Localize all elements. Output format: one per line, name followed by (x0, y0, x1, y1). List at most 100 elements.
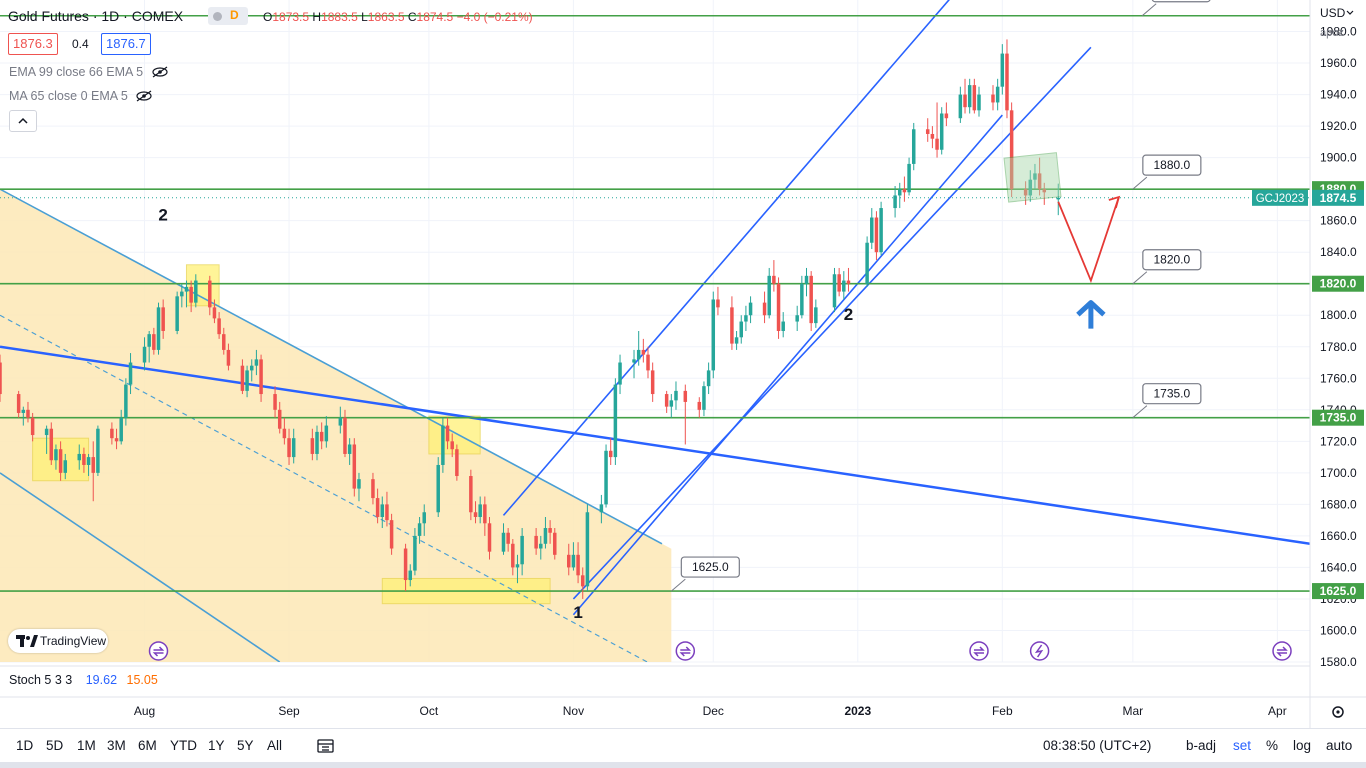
projection-zigzag[interactable] (1057, 196, 1120, 284)
callout-leader (1132, 271, 1148, 285)
candle (977, 86, 981, 117)
time-scale[interactable]: Aug Sep Oct Nov Dec 2023 Feb Mar Apr (134, 704, 1287, 718)
scale-option-log[interactable]: log (1293, 738, 1312, 753)
candle (194, 274, 198, 308)
tradingview-logo-icon (16, 635, 38, 647)
range-button-1y[interactable]: 1Y (208, 738, 225, 753)
descending-channel-lower-line[interactable] (0, 472, 281, 662)
annotations: 2 1 2 (158, 152, 1121, 622)
scale-option-b-adj[interactable]: b-adj (1186, 738, 1217, 753)
candle-body (716, 299, 720, 308)
candle-body (939, 113, 944, 150)
event-marker[interactable] (148, 641, 169, 661)
candle (748, 296, 753, 324)
candle (618, 354, 622, 395)
candle-body (571, 554, 576, 568)
scale-option-set[interactable]: set (1233, 738, 1252, 753)
indicator-ma-label: MA 65 close 0 EMA 5 (9, 89, 128, 103)
up-arrow-icon (1076, 300, 1106, 317)
collapse-legend-button[interactable] (9, 110, 37, 132)
level-callout[interactable]: 2000.0 (1141, 0, 1211, 17)
range-button-6m[interactable]: 6M (138, 738, 157, 753)
clock-timezone[interactable]: 08:38:50 (UTC+2) (1043, 738, 1152, 753)
candle-body (152, 334, 156, 350)
callout-text: 1625.0 (692, 560, 729, 574)
range-button-all[interactable]: All (267, 738, 283, 753)
candle (82, 447, 86, 473)
symbol-title[interactable]: Gold Futures · 1D · COMEX (8, 8, 184, 24)
ascending-channel-lower-line[interactable] (572, 114, 1003, 616)
buy-price-button[interactable]: 1876.7 (101, 33, 151, 55)
event-marker[interactable] (1029, 641, 1050, 661)
candle (487, 516, 492, 560)
gear-icon[interactable] (1332, 706, 1344, 718)
price-tick-label: 1760.0 (1320, 371, 1357, 385)
calendar-range-icon[interactable] (316, 738, 336, 754)
currency-label[interactable]: USD (1320, 6, 1346, 20)
long-trendline[interactable] (0, 345, 1310, 546)
scale-option-percent[interactable]: % (1266, 738, 1279, 753)
indicator-ema[interactable]: EMA 99 close 66 EMA 5 (9, 65, 169, 79)
price-scale[interactable]: 1580.01600.01620.01640.01660.01680.01700… (1252, 6, 1364, 669)
indicator-ma[interactable]: MA 65 close 0 EMA 5 (9, 89, 153, 103)
sell-price-button[interactable]: 1876.3 (8, 33, 58, 55)
tradingview-logo[interactable]: TradingView (8, 629, 108, 653)
candle-body (506, 532, 510, 544)
time-tick-label: Nov (563, 704, 584, 718)
candle-body (371, 479, 375, 499)
chevron-down-icon[interactable] (1346, 10, 1354, 15)
candle-body (776, 283, 781, 331)
dividend-arrow-icon[interactable] (675, 641, 696, 661)
event-marker[interactable] (675, 641, 696, 661)
level-callout[interactable]: 1880.0 (1132, 154, 1202, 190)
candle (222, 327, 226, 355)
dividend-arrow-icon[interactable] (1272, 641, 1292, 661)
range-button-1d[interactable]: 1D (16, 738, 34, 753)
eye-off-icon[interactable] (151, 66, 169, 78)
event-markers[interactable] (148, 641, 1292, 661)
candle-body (772, 275, 776, 284)
candle (483, 496, 487, 536)
candle-body (119, 417, 123, 442)
eye-off-icon[interactable] (135, 90, 153, 102)
candle (208, 275, 212, 316)
event-marker[interactable] (969, 641, 989, 661)
scale-option-auto[interactable]: auto (1326, 738, 1353, 753)
range-button-1m[interactable]: 1M (77, 738, 96, 753)
settings-icon-group[interactable] (1332, 706, 1344, 718)
consolidation-box[interactable] (1003, 152, 1062, 203)
stochastic-legend[interactable]: Stoch 5 3 3 19.62 15.05 (9, 673, 158, 687)
candle-body (128, 362, 133, 385)
descending-channel-mid-line[interactable] (0, 314, 662, 670)
range-button-5d[interactable]: 5D (46, 738, 64, 753)
price-tick-label: 1900.0 (1320, 151, 1357, 165)
candle (520, 528, 524, 576)
level-callout[interactable]: 1735.0 (1132, 383, 1202, 419)
candle (310, 428, 315, 461)
candle-body (515, 564, 520, 568)
range-button-5y[interactable]: 5Y (237, 738, 254, 753)
candle (697, 397, 702, 418)
candle-body (254, 359, 259, 366)
candlestick-series (0, 39, 1061, 599)
candle (445, 417, 450, 450)
dividend-arrow-icon[interactable] (969, 641, 989, 661)
level-callout[interactable]: 1820.0 (1132, 249, 1202, 285)
range-button-3m[interactable]: 3M (107, 738, 126, 753)
candle (580, 567, 585, 599)
descending-channel-upper-line[interactable] (0, 188, 663, 545)
ascending-channel-inner-line[interactable] (572, 46, 1092, 600)
candle (963, 78, 967, 114)
candle-body (814, 307, 818, 324)
ascending-channel-upper-line[interactable] (502, 0, 955, 516)
candle (422, 504, 426, 536)
candle (180, 283, 184, 308)
level-callout[interactable]: 1625.0 (670, 556, 740, 592)
candle-body (324, 425, 329, 442)
price-tick-label: 1840.0 (1320, 245, 1357, 259)
event-marker[interactable] (1272, 641, 1292, 661)
candle (944, 102, 949, 127)
range-button-ytd[interactable]: YTD (170, 738, 197, 753)
dividend-arrow-icon[interactable] (148, 641, 169, 661)
